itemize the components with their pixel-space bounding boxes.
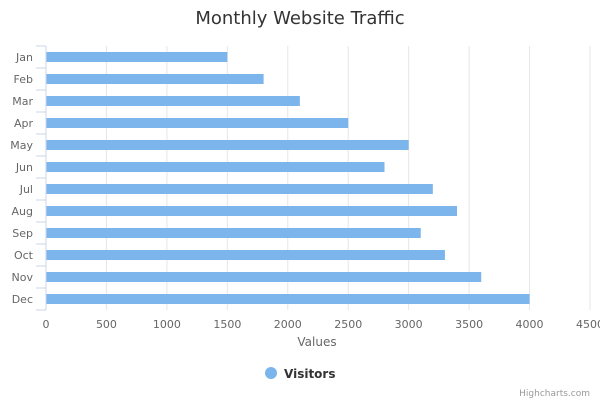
bar-dec[interactable]: [46, 294, 530, 304]
x-tick-label-4000: 4000: [516, 318, 544, 331]
x-axis-layer: 0 500 1000 1500 2000 2500 3000 3500 4000 4500: [43, 318, 600, 331]
x-tick-label-3500: 3500: [455, 318, 483, 331]
bar-jul[interactable]: [46, 184, 433, 194]
legend-symbol[interactable]: [265, 367, 277, 379]
bar-may[interactable]: [46, 140, 409, 150]
x-tick-label-1000: 1000: [153, 318, 181, 331]
x-tick-label-2000: 2000: [274, 318, 302, 331]
y-tick-label-mar: Mar: [12, 95, 33, 108]
bar-oct[interactable]: [46, 250, 445, 260]
y-tick-label-jun: Jun: [15, 161, 33, 174]
chart-title: Monthly Website Traffic: [195, 8, 404, 29]
x-tick-label-500: 500: [96, 318, 117, 331]
y-tick-label-feb: Feb: [14, 73, 33, 86]
y-tick-label-oct: Oct: [14, 249, 34, 262]
y-tick-label-aug: Aug: [12, 205, 33, 218]
x-tick-label-4500: 4500: [576, 318, 600, 331]
y-tick-label-jan: Jan: [15, 51, 33, 64]
bar-aug[interactable]: [46, 206, 458, 216]
y-tick-label-sep: Sep: [12, 227, 33, 240]
y-tick-label-apr: Apr: [14, 117, 34, 130]
x-tick-label-2500: 2500: [334, 318, 362, 331]
x-tick-label-1500: 1500: [213, 318, 241, 331]
credits-link[interactable]: Highcharts.com: [519, 389, 590, 399]
x-tick-label-3000: 3000: [395, 318, 423, 331]
x-tick-label-0: 0: [43, 318, 50, 331]
bar-apr[interactable]: [46, 118, 349, 128]
bar-mar[interactable]: [46, 96, 300, 106]
y-tick-label-may: May: [10, 139, 33, 152]
bar-jun[interactable]: [46, 162, 385, 172]
bar-sep[interactable]: [46, 228, 421, 238]
y-axis-layer: Jan Feb Mar Apr May Jun Jul Aug Sep Oct Nov Dec: [10, 45, 47, 311]
legend-label[interactable]: Visitors: [284, 367, 336, 381]
bar-jan[interactable]: [46, 52, 228, 62]
bars-layer: [46, 52, 530, 304]
grid-layer: [45, 46, 591, 310]
x-axis-title: Values: [297, 335, 336, 349]
bar-feb[interactable]: [46, 74, 264, 84]
y-tick-label-dec: Dec: [12, 293, 33, 306]
legend[interactable]: Visitors: [265, 367, 336, 381]
bar-nov[interactable]: [46, 272, 482, 282]
y-tick-label-nov: Nov: [12, 271, 34, 284]
y-tick-label-jul: Jul: [19, 183, 33, 196]
